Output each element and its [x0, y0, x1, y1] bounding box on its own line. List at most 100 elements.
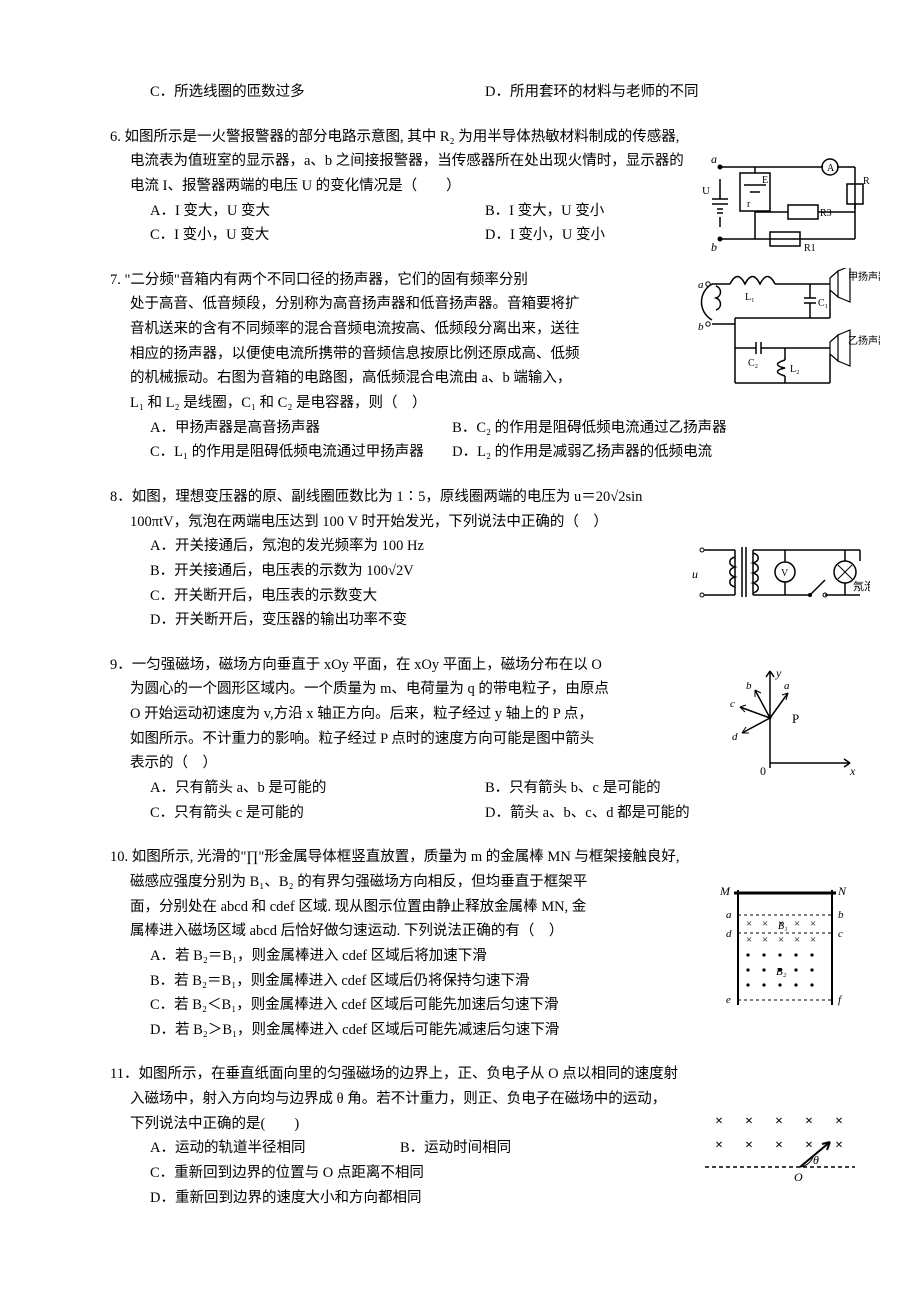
q8-l1: 8．如图，理想变压器的原、副线圈匝数比为 1∶5，原线圈两端的电压为 u＝20√…	[110, 485, 820, 510]
q6-line1: 6. 如图所示是一火警报警器的部分电路示意图, 其中 R₂ 为用半导体热敏材料制…	[110, 125, 820, 150]
q9-l3: O 开始运动初速度为 v,方沿 x 轴正方向。后来，粒子经过 y 轴上的 P 点…	[110, 702, 660, 727]
svg-text:b: b	[698, 321, 704, 333]
svg-text:R1: R1	[804, 243, 816, 254]
svg-text:×: ×	[762, 918, 768, 930]
svg-text:d: d	[732, 731, 738, 743]
svg-text:×: ×	[835, 1138, 843, 1153]
svg-text:×: ×	[746, 918, 752, 930]
svg-text:C₁: C₁	[818, 298, 828, 309]
svg-text:V: V	[781, 568, 789, 579]
q9-figure: x y 0 P a b c d	[720, 663, 860, 783]
q7-l6: L₁ 和 L₂ 是线圈，C₁ 和 C₂ 是电容器，则（ ）	[110, 391, 660, 416]
svg-text:×: ×	[715, 1138, 723, 1153]
q10-l2: 磁感应强度分别为 B₁、B₂ 的有界匀强磁场方向相反，但均垂直于框架平	[110, 870, 660, 895]
q7-opt-d: D．L₂ 的作用是减弱乙扬声器的低频电流	[452, 440, 820, 465]
svg-text:氖泡: 氖泡	[853, 579, 870, 593]
svg-text:e: e	[726, 994, 731, 1006]
q9-l4: 如图所示。不计重力的影响。粒子经过 P 点时的速度方向可能是图中箭头	[110, 727, 660, 752]
q10-figure: M N a b d c e f ××××× B₁ ×××××	[710, 875, 860, 1015]
svg-text:×: ×	[835, 1114, 843, 1129]
svg-text:O: O	[794, 1170, 803, 1184]
exam-page: C．所选线圈的匝数过多 D．所用套环的材料与老师的不同 A a b	[0, 0, 920, 1302]
question-5-continued: C．所选线圈的匝数过多 D．所用套环的材料与老师的不同	[110, 80, 820, 105]
q11-l1: 11．如图所示，在垂直纸面向里的匀强磁场的边界上，正、负电子从 O 点以相同的速…	[110, 1062, 820, 1087]
svg-text:×: ×	[805, 1138, 813, 1153]
question-8: u V	[110, 485, 820, 633]
svg-text:u: u	[692, 567, 698, 581]
svg-text:×: ×	[775, 1114, 783, 1129]
svg-text:R2: R2	[863, 176, 870, 187]
question-7: a L₁ C₁ 甲扬声器 b	[110, 268, 820, 465]
svg-text:E: E	[762, 175, 768, 186]
q11-field-svg: ××××× ××××× θ O	[700, 1107, 860, 1192]
q6-opt-a: A．I 变大，U 变大	[150, 199, 485, 224]
q7-figure: a L₁ C₁ 甲扬声器 b	[690, 268, 880, 393]
svg-text:N: N	[837, 884, 847, 898]
question-9: x y 0 P a b c d 9．一匀强磁场，磁场方向垂直于 xOy 平面，在	[110, 653, 820, 825]
q7-l5: 的机械振动。右图为音箱的电路图，高低频混合电流由 a、b 端输入，	[110, 366, 660, 391]
q7-row-cd: C．L₁ 的作用是阻碍低频电流通过甲扬声器 D．L₂ 的作用是减弱乙扬声器的低频…	[110, 440, 820, 465]
svg-text:×: ×	[805, 1114, 813, 1129]
svg-text:B₂: B₂	[776, 966, 787, 978]
svg-text:P: P	[792, 711, 799, 726]
q5-opt-c: C．所选线圈的匝数过多	[150, 80, 485, 105]
q9-l5: 表示的（ ）	[110, 751, 660, 776]
q9-stem: 9．一匀强磁场，磁场方向垂直于 xOy 平面，在 xOy 平面上，磁场分布在以 …	[110, 653, 660, 776]
svg-text:c: c	[730, 698, 735, 710]
q7-stem: 7. "二分频"音箱内有两个不同口径的扬声器，它们的固有频率分别 处于高音、低音…	[110, 268, 660, 416]
svg-text:×: ×	[778, 934, 784, 946]
q5-opt-d: D．所用套环的材料与老师的不同	[485, 80, 820, 105]
q9-opt-a: A．只有箭头 a、b 是可能的	[150, 776, 485, 801]
svg-text:0: 0	[760, 764, 766, 778]
q9-l2: 为圆心的一个圆形区域内。一个质量为 m、电荷量为 q 的带电粒子，由原点	[110, 677, 660, 702]
svg-text:x: x	[849, 764, 856, 778]
q7-circuit-svg: a L₁ C₁ 甲扬声器 b	[690, 268, 880, 393]
svg-text:×: ×	[794, 934, 800, 946]
q9-opt-c: C．只有箭头 c 是可能的	[150, 801, 485, 826]
svg-text:b: b	[711, 240, 717, 254]
svg-text:θ: θ	[813, 1153, 819, 1167]
svg-text:×: ×	[745, 1138, 753, 1153]
q8-figure: u V	[690, 535, 870, 615]
q9-axes-svg: x y 0 P a b c d	[720, 663, 860, 783]
question-6: A a b U E r R2 R3	[110, 125, 820, 248]
q7-l4: 相应的扬声器，以便使电流所携带的音频信息按原比例还原成高、低频	[110, 342, 660, 367]
svg-text:×: ×	[794, 918, 800, 930]
svg-text:A: A	[827, 163, 835, 174]
q10-l3: 面，分别处在 abcd 和 cdef 区域. 现从图示位置由静止释放金属棒 MN…	[110, 895, 660, 920]
q6-opt-c: C．I 变小，U 变大	[150, 223, 485, 248]
svg-text:R3: R3	[820, 208, 832, 219]
q9-row-cd: C．只有箭头 c 是可能的 D．箭头 a、b、c、d 都是可能的	[110, 801, 820, 826]
q6-figure: A a b U E r R2 R3	[700, 149, 870, 259]
svg-text:×: ×	[762, 934, 768, 946]
question-11: ××××× ××××× θ O 11．如图所示，在垂直纸面向里的匀强磁场的边界上…	[110, 1062, 820, 1210]
q7-opt-c: C．L₁ 的作用是阻碍低频电流通过甲扬声器	[150, 440, 452, 465]
svg-text:M: M	[719, 884, 731, 898]
svg-text:×: ×	[810, 918, 816, 930]
svg-text:C₂: C₂	[748, 358, 758, 369]
q10-frame-svg: M N a b d c e f ××××× B₁ ×××××	[710, 875, 860, 1015]
q8-stem: 8．如图，理想变压器的原、副线圈匝数比为 1∶5，原线圈两端的电压为 u＝20√…	[110, 485, 820, 534]
svg-text:y: y	[775, 666, 782, 680]
q10-opt-d: D．若 B₂＞B₁，则金属棒进入 cdef 区域后可能先减速后匀速下滑	[110, 1018, 820, 1043]
q7-l3: 音机送来的含有不同频率的混合音频电流按高、低频段分离出来，送往	[110, 317, 660, 342]
svg-text:×: ×	[775, 1138, 783, 1153]
q8-l2: 100πtV，氖泡在两端电压达到 100 V 时开始发光，下列说法中正确的（ ）	[110, 510, 820, 535]
question-10: M N a b d c e f ××××× B₁ ×××××	[110, 845, 820, 1042]
q7-l1: 7. "二分频"音箱内有两个不同口径的扬声器，它们的固有频率分别	[110, 268, 660, 293]
q11-opt-a: A．运动的轨道半径相同	[150, 1136, 400, 1161]
svg-text:×: ×	[746, 934, 752, 946]
svg-text:L₁: L₁	[745, 292, 755, 303]
svg-text:b: b	[746, 680, 752, 692]
q9-l1: 9．一匀强磁场，磁场方向垂直于 xOy 平面，在 xOy 平面上，磁场分布在以 …	[110, 653, 660, 678]
q7-opt-a: A．甲扬声器是高音扬声器	[150, 416, 452, 441]
svg-text:a: a	[784, 680, 790, 692]
svg-text:c: c	[838, 928, 843, 940]
svg-text:L₂: L₂	[790, 364, 800, 375]
q10-l4: 属棒进入磁场区域 abcd 后恰好做匀速运动. 下列说法正确的有（ ）	[110, 919, 660, 944]
svg-text:甲扬声器: 甲扬声器	[848, 270, 880, 283]
q11-figure: ××××× ××××× θ O	[700, 1107, 860, 1192]
q6-circuit-svg: A a b U E r R2 R3	[700, 149, 870, 259]
svg-text:B₁: B₁	[778, 921, 788, 932]
svg-text:d: d	[726, 928, 732, 940]
